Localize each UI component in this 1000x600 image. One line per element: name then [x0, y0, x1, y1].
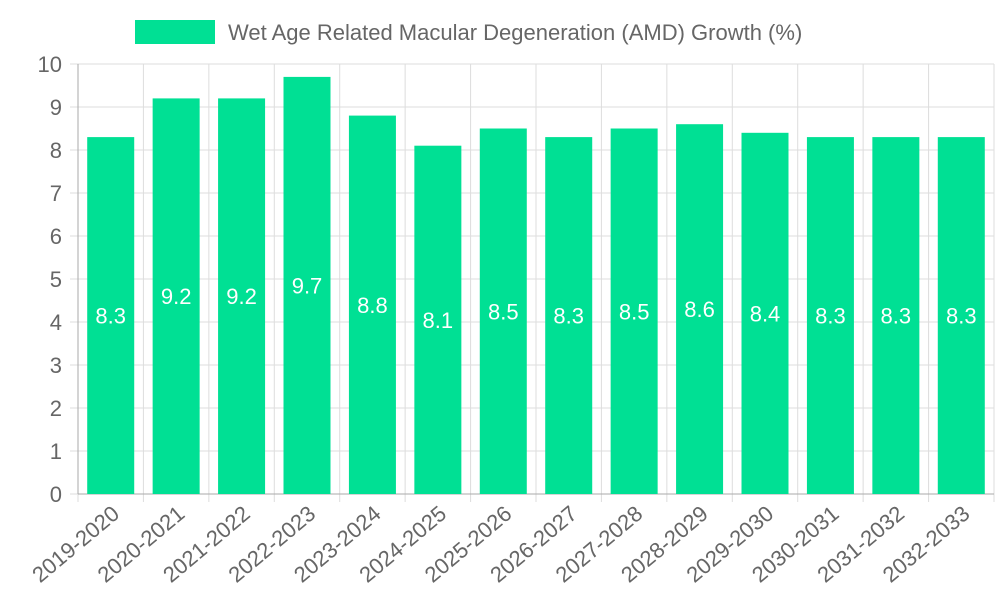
y-axis: 0 1 2 3 4 5 6 7 8 9 10: [38, 52, 79, 507]
bar-2029-2030: [741, 132, 789, 495]
bar-2019-2020: [87, 137, 135, 494]
y-tick-label-1: 1: [50, 439, 62, 464]
bar-label-2029-2030: 8.4: [750, 301, 781, 326]
y-tick-label-0: 0: [50, 482, 62, 507]
bar-2028-2029: [676, 124, 724, 494]
y-tick-label-8: 8: [50, 138, 62, 163]
bar-2027-2028: [610, 128, 658, 494]
bar-label-2024-2025: 8.1: [423, 308, 454, 333]
bar-labels: 8.3 9.2 9.2 9.7 8.8 8.1 8.5 8.3 8.5 8.6 8.4 8.3 8.3 8…: [95, 273, 976, 332]
bar-label-2031-2032: 8.3: [881, 304, 912, 329]
bar-label-2023-2024: 8.8: [357, 293, 388, 318]
bar-2022-2023: [283, 76, 331, 495]
bar-2024-2025: [414, 145, 462, 494]
bar-2021-2022: [218, 98, 266, 495]
legend-label: Wet Age Related Macular Degeneration (AM…: [228, 20, 802, 45]
bar-2023-2024: [348, 115, 396, 494]
x-axis: 2019-20202020-20212021-20222022-20232023…: [27, 493, 994, 587]
bar-label-2021-2022: 9.2: [226, 284, 257, 309]
bar-2026-2027: [545, 137, 593, 494]
bar-label-2026-2027: 8.3: [553, 304, 584, 329]
bar-2025-2026: [479, 128, 527, 494]
y-tick-label-9: 9: [50, 95, 62, 120]
bar-2032-2033: [937, 137, 985, 494]
bar-label-2027-2028: 8.5: [619, 299, 650, 324]
bar-label-2019-2020: 8.3: [95, 304, 126, 329]
y-tick-label-6: 6: [50, 224, 62, 249]
y-tick-label-3: 3: [50, 353, 62, 378]
y-tick-label-4: 4: [50, 310, 62, 335]
bar-label-2025-2026: 8.5: [488, 299, 519, 324]
bars: [87, 76, 985, 495]
y-tick-label-7: 7: [50, 181, 62, 206]
y-tick-label-5: 5: [50, 267, 62, 292]
legend[interactable]: Wet Age Related Macular Degeneration (AM…: [135, 20, 802, 45]
bar-label-2028-2029: 8.6: [684, 297, 715, 322]
y-tick-label-10: 10: [38, 52, 62, 77]
bar-label-2030-2031: 8.3: [815, 304, 846, 329]
bar-2030-2031: [806, 137, 854, 494]
bar-label-2032-2033: 8.3: [946, 304, 977, 329]
legend-swatch: [135, 20, 215, 44]
bar-label-2020-2021: 9.2: [161, 284, 192, 309]
grid: [70, 63, 995, 502]
bar-2031-2032: [872, 137, 920, 494]
y-tick-label-2: 2: [50, 396, 62, 421]
bar-label-2022-2023: 9.7: [292, 273, 323, 298]
bar-2020-2021: [152, 98, 200, 495]
